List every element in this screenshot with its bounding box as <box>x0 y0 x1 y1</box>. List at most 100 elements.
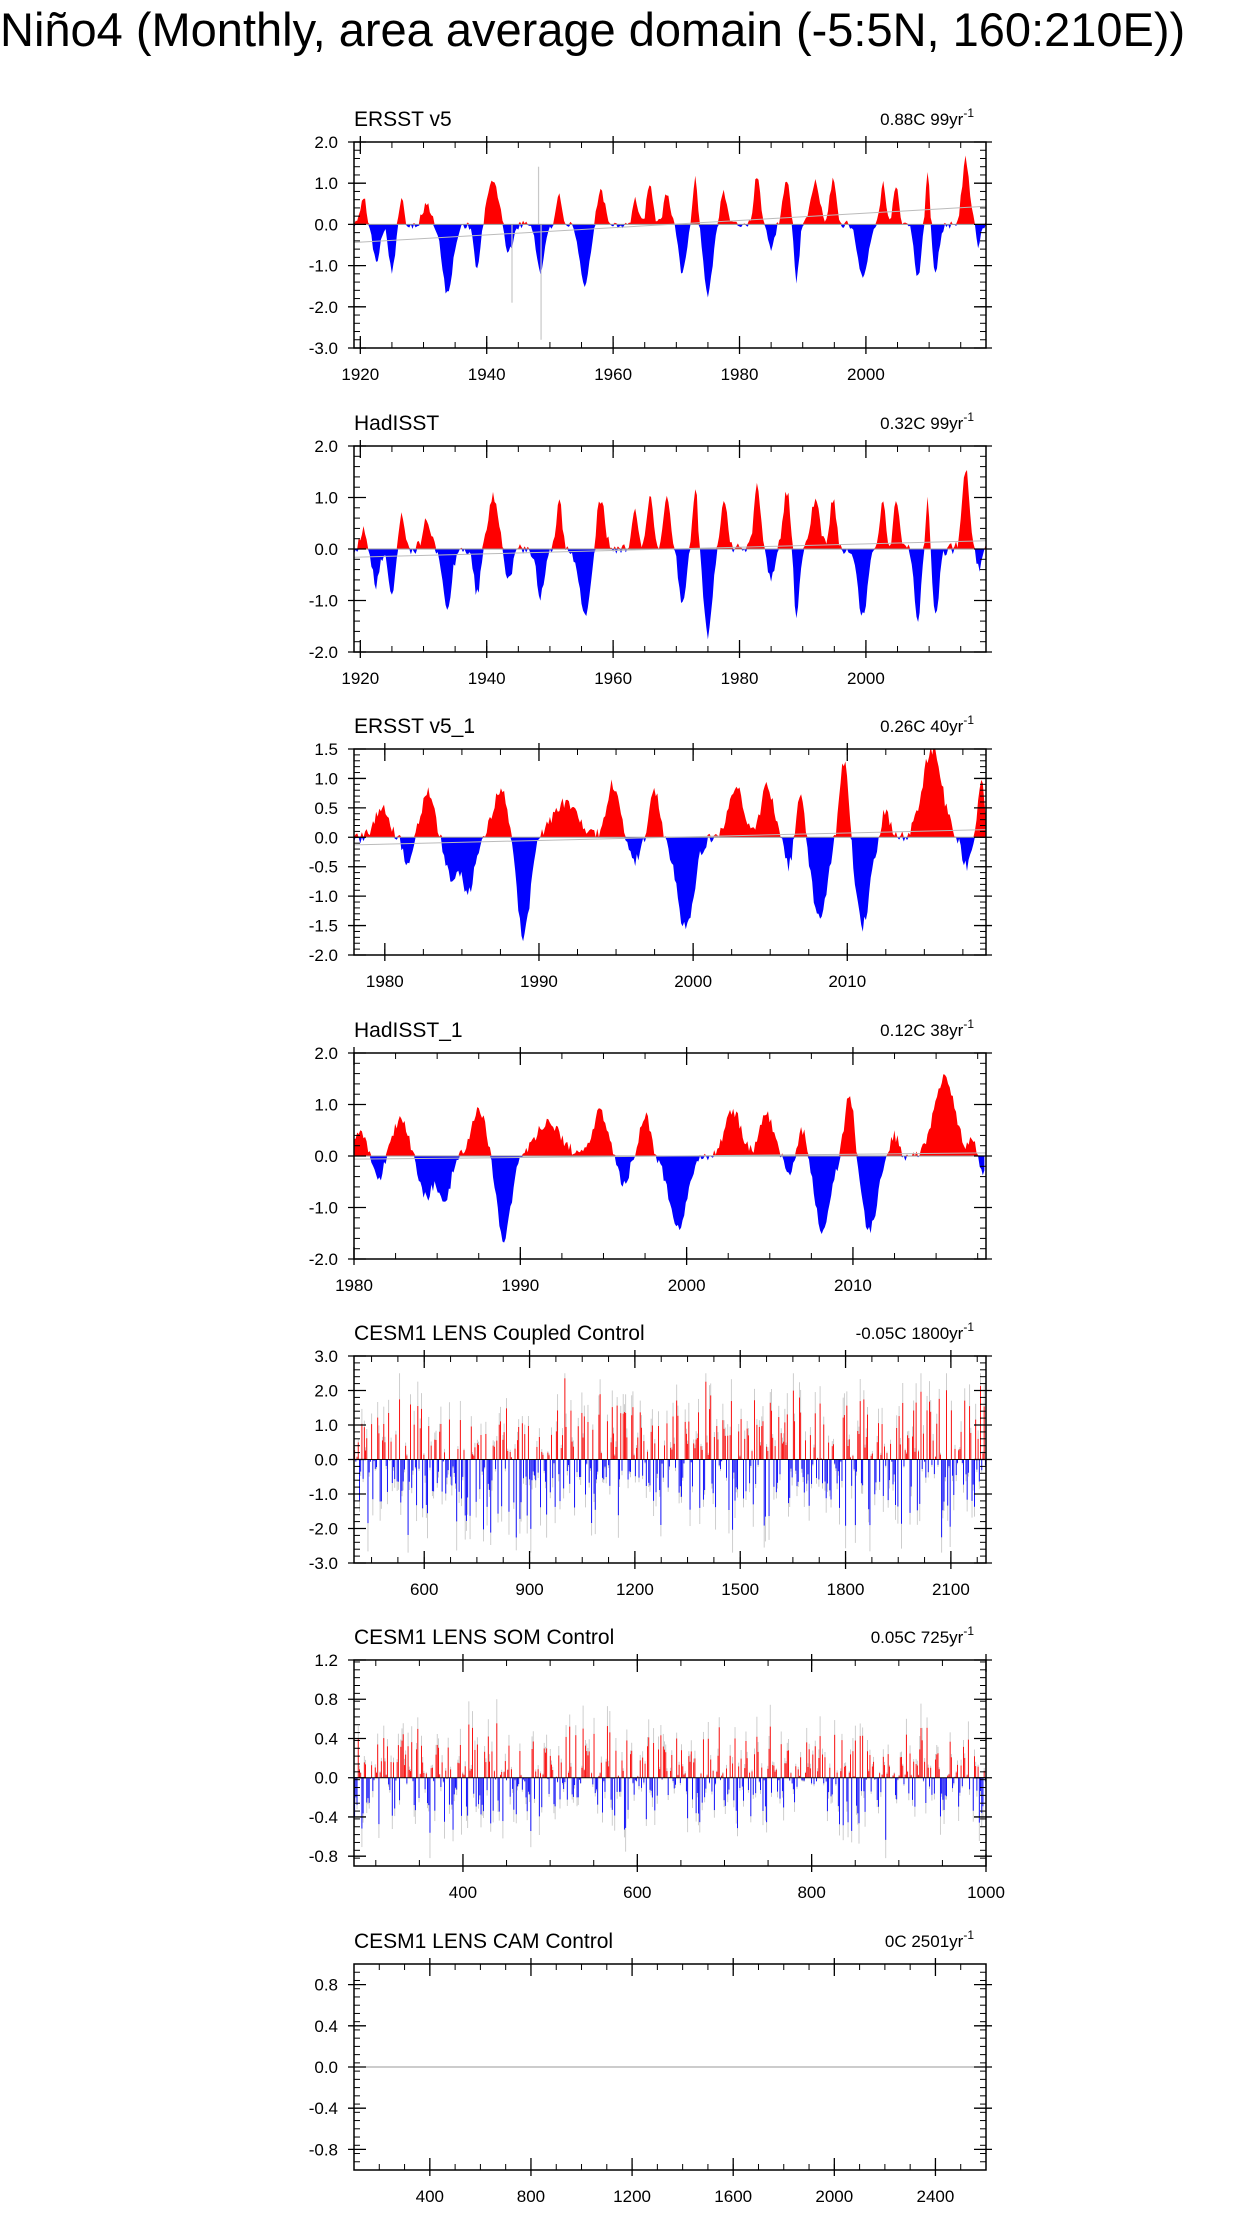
x-tick-label: 1800 <box>827 1580 865 1599</box>
chart-panel-3: 1.5 1.0 0.5 0.0 -0.5 -1.0 -1.5 -2.0 1980 1990 2000… <box>309 713 992 991</box>
x-tick-label: 1940 <box>468 365 506 384</box>
chart-panel-4: 2.0 1.0 0.0 -1.0 -2.0 1980 1990 2000 2010 HadISST… <box>309 1017 992 1295</box>
annotation-superscript: -1 <box>963 713 974 727</box>
panel-annotation: 0C 2501yr-1 <box>885 1928 974 1951</box>
x-tick-label: 1980 <box>335 1276 373 1295</box>
trend-line <box>354 829 986 846</box>
y-tick-label: 0.8 <box>314 1690 338 1709</box>
negative-anomaly-area <box>354 549 986 640</box>
y-tick-label: -1.0 <box>309 257 338 276</box>
y-tick-label: 1.0 <box>314 1096 338 1115</box>
x-tick-label: 2000 <box>847 669 885 688</box>
y-tick-label: 0.4 <box>314 2017 338 2036</box>
y-tick-label: 0.0 <box>314 1451 338 1470</box>
x-tick-label: 1000 <box>967 1883 1005 1902</box>
plot-area <box>354 470 986 640</box>
y-tick-label: -1.0 <box>309 1485 338 1504</box>
x-tick-label: 1940 <box>468 669 506 688</box>
panel-title: HadISST <box>354 412 439 435</box>
annotation-superscript: -1 <box>963 1017 974 1031</box>
x-tick-label: 1200 <box>613 2187 651 2206</box>
x-tick-label: 1990 <box>520 972 558 991</box>
chart-panel-7: 0.8 0.4 0.0 -0.4 -0.8 400 800 1200 1600 2000 2400 C… <box>309 1928 992 2206</box>
noise-series <box>354 1373 986 1553</box>
x-tick-label: 600 <box>410 1580 438 1599</box>
y-tick-label: -2.0 <box>309 643 338 662</box>
trend-line <box>354 540 986 558</box>
y-tick-label: 0.0 <box>314 1769 338 1788</box>
x-tick-label: 1960 <box>594 365 632 384</box>
y-tick-label: -0.4 <box>309 2099 338 2118</box>
trend-line <box>354 205 986 244</box>
plot-frame <box>353 748 987 956</box>
panel-title: CESM1 LENS CAM Control <box>354 1930 613 1953</box>
annotation-superscript: -1 <box>963 1928 974 1942</box>
y-tick-label: 0.5 <box>314 799 338 818</box>
y-tick-label: 0.0 <box>314 540 338 559</box>
y-tick-label: 0.4 <box>314 1729 338 1748</box>
x-tick-label: 1920 <box>341 365 379 384</box>
plot-area <box>354 1074 986 1243</box>
plot-area <box>354 155 986 340</box>
y-tick-label: -2.0 <box>309 946 338 965</box>
x-tick-label: 2000 <box>847 365 885 384</box>
plot-area <box>354 749 986 942</box>
x-tick-label: 800 <box>797 1883 825 1902</box>
x-tick-label: 2000 <box>815 2187 853 2206</box>
plot-area <box>354 1699 986 1859</box>
panel-annotation: -0.05C 1800yr-1 <box>856 1320 975 1343</box>
y-tick-label: 1.0 <box>314 1416 338 1435</box>
panel-annotation: 0.88C 99yr-1 <box>880 106 974 129</box>
panel-annotation: 0.12C 38yr-1 <box>880 1017 974 1040</box>
y-tick-label: -1.0 <box>309 887 338 906</box>
figure-title: Niño4 (Monthly, area average domain (-5:… <box>0 3 1186 56</box>
y-tick-label: 3.0 <box>314 1347 338 1366</box>
negative-anomaly-area <box>354 224 986 298</box>
plot-frame <box>353 1659 987 1867</box>
panel-annotation: 0.05C 725yr-1 <box>871 1624 975 1647</box>
x-tick-label: 2100 <box>932 1580 970 1599</box>
noise-series <box>354 1699 986 1859</box>
y-tick-label: 2.0 <box>314 133 338 152</box>
y-tick-label: -3.0 <box>309 339 338 358</box>
y-tick-label: 0.0 <box>314 2058 338 2077</box>
x-tick-label: 2000 <box>668 1276 706 1295</box>
panel-title: CESM1 LENS Coupled Control <box>354 1322 645 1345</box>
x-tick-label: 1990 <box>501 1276 539 1295</box>
x-tick-label: 2000 <box>674 972 712 991</box>
x-tick-label: 2010 <box>834 1276 872 1295</box>
x-tick-label: 1960 <box>594 669 632 688</box>
y-tick-label: -3.0 <box>309 1554 338 1573</box>
annotation-superscript: -1 <box>963 1320 974 1334</box>
y-tick-label: 2.0 <box>314 1044 338 1063</box>
panel-title: ERSST v5 <box>354 108 452 131</box>
y-tick-label: -0.8 <box>309 2140 338 2159</box>
y-tick-label: 1.2 <box>314 1651 338 1670</box>
y-tick-label: -2.0 <box>309 1250 338 1269</box>
y-tick-label: -1.0 <box>309 592 338 611</box>
y-tick-label: -2.0 <box>309 1520 338 1539</box>
panel-title: HadISST_1 <box>354 1019 463 1042</box>
x-tick-label: 600 <box>623 1883 651 1902</box>
trend-line <box>354 1152 986 1160</box>
x-tick-label: 1500 <box>721 1580 759 1599</box>
x-tick-label: 1980 <box>366 972 404 991</box>
panel-title: ERSST v5_1 <box>354 715 475 738</box>
annotation-superscript: -1 <box>963 1624 974 1638</box>
annotation-superscript: -1 <box>963 106 974 120</box>
x-tick-label: 2010 <box>828 972 866 991</box>
plot-area <box>354 1373 986 1553</box>
x-tick-label: 1980 <box>721 365 759 384</box>
y-tick-label: 1.5 <box>314 740 338 759</box>
x-tick-label: 400 <box>449 1883 477 1902</box>
x-tick-label: 1920 <box>341 669 379 688</box>
y-tick-label: -1.5 <box>309 917 338 936</box>
y-tick-label: -1.0 <box>309 1199 338 1218</box>
y-tick-label: 1.0 <box>314 769 338 788</box>
y-tick-label: 2.0 <box>314 1382 338 1401</box>
y-tick-label: -2.0 <box>309 298 338 317</box>
x-tick-label: 400 <box>416 2187 444 2206</box>
